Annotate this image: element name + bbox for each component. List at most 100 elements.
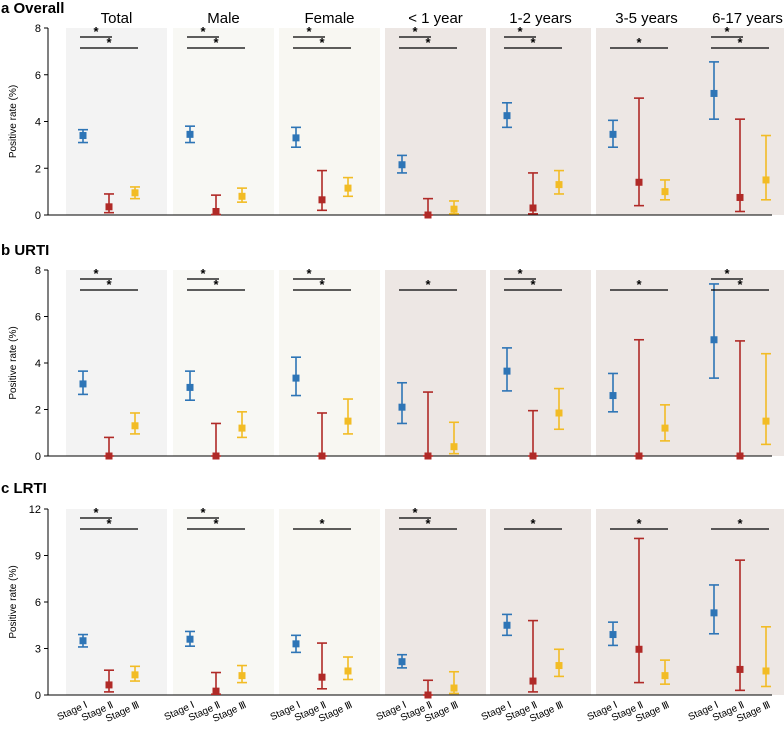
data-point	[555, 409, 563, 417]
series-3: **	[291, 24, 353, 212]
significance-star: *	[106, 35, 112, 50]
series-5: **	[502, 24, 564, 215]
significance-star: *	[636, 277, 642, 292]
significance-star: *	[425, 516, 431, 531]
significance-star: *	[724, 24, 730, 39]
series-3: *	[291, 516, 353, 690]
data-point	[424, 691, 432, 699]
series-1: **	[78, 505, 140, 693]
significance-star: *	[319, 35, 325, 50]
data-point	[736, 665, 744, 673]
significance-star: *	[636, 516, 642, 531]
series-1: **	[78, 266, 140, 460]
significance-star: *	[200, 24, 206, 39]
significance-star: *	[517, 266, 523, 281]
column-bg-5	[490, 28, 591, 215]
data-point	[710, 89, 718, 97]
series-5: **	[502, 266, 564, 460]
significance-star: *	[306, 266, 312, 281]
panel-title: c LRTI	[1, 480, 47, 497]
series-4: **	[397, 505, 459, 699]
data-point	[186, 383, 194, 391]
series-7: **	[709, 266, 771, 460]
data-point	[503, 367, 511, 375]
column-bg-2	[173, 270, 274, 456]
column-bg-2	[173, 28, 274, 215]
y-tick-label: 8	[35, 23, 41, 35]
data-point	[529, 452, 537, 460]
series-1: **	[78, 24, 140, 214]
data-point	[635, 452, 643, 460]
significance-star: *	[425, 277, 431, 292]
data-point	[318, 673, 326, 681]
y-tick-label: 4	[35, 358, 41, 370]
data-point	[344, 184, 352, 192]
y-axis-label: Positive rate (%)	[8, 326, 19, 399]
data-point	[131, 422, 139, 430]
data-point	[238, 672, 246, 680]
data-point	[609, 631, 617, 639]
data-point	[609, 392, 617, 400]
data-point	[503, 112, 511, 120]
group-title: Male	[207, 10, 240, 27]
data-point	[762, 667, 770, 675]
data-point	[79, 132, 87, 140]
data-point	[529, 677, 537, 685]
significance-star: *	[530, 35, 536, 50]
y-tick-label: 2	[35, 405, 41, 417]
significance-star: *	[106, 516, 112, 531]
y-tick-label: 0	[35, 210, 41, 222]
series-2: **	[185, 505, 247, 696]
data-point	[105, 681, 113, 689]
significance-star: *	[106, 277, 112, 292]
series-6: *	[608, 277, 670, 460]
data-point	[529, 204, 537, 212]
column-bg-6	[596, 28, 697, 215]
data-point	[609, 130, 617, 138]
y-tick-label: 6	[35, 70, 41, 82]
significance-star: *	[737, 35, 743, 50]
series-6: *	[608, 35, 670, 207]
series-4: *	[397, 277, 459, 460]
data-point	[398, 403, 406, 411]
y-tick-label: 2	[35, 163, 41, 175]
column-bg-3	[279, 270, 380, 456]
y-tick-label: 0	[35, 451, 41, 463]
data-point	[398, 658, 406, 666]
data-point	[635, 178, 643, 186]
data-point	[424, 211, 432, 219]
data-point	[661, 424, 669, 432]
data-point	[450, 684, 458, 692]
data-point	[555, 181, 563, 189]
data-point	[344, 667, 352, 675]
data-point	[292, 134, 300, 142]
y-axis-label: Positive rate (%)	[8, 85, 19, 158]
panel-title: b URTI	[1, 242, 49, 259]
column-bg-1	[66, 28, 167, 215]
column-bg-1	[66, 509, 167, 695]
series-2: **	[185, 24, 247, 216]
data-point	[503, 621, 511, 629]
y-tick-label: 6	[35, 597, 41, 609]
data-point	[131, 189, 139, 197]
data-point	[736, 193, 744, 201]
column-bg-4	[385, 28, 486, 215]
column-bg-4	[385, 270, 486, 456]
significance-star: *	[93, 24, 99, 39]
data-point	[238, 192, 246, 200]
series-7: **	[709, 24, 771, 213]
data-point	[424, 452, 432, 460]
group-title: 6-17 years	[712, 10, 783, 27]
series-7: *	[709, 516, 771, 692]
group-title: < 1 year	[408, 10, 463, 27]
data-point	[318, 196, 326, 204]
data-point	[450, 205, 458, 213]
significance-star: *	[636, 35, 642, 50]
data-point	[736, 452, 744, 460]
data-point	[661, 188, 669, 196]
series-6: *	[608, 516, 670, 685]
data-point	[212, 207, 220, 215]
data-point	[710, 336, 718, 344]
